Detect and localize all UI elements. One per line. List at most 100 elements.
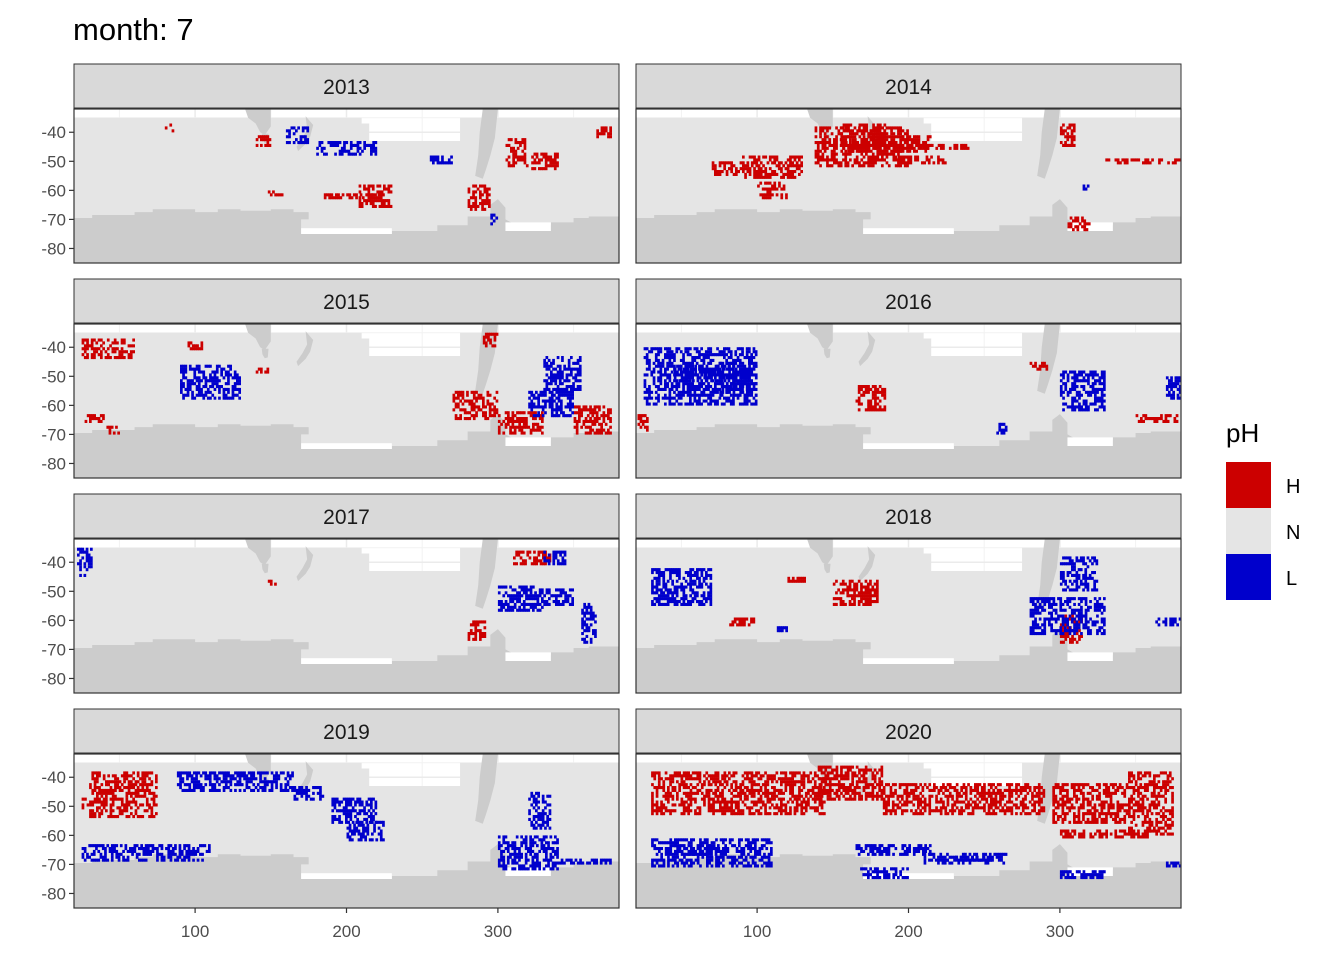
ph-cell (909, 161, 913, 165)
ph-cell (609, 419, 612, 423)
ph-cell (835, 138, 838, 142)
ph-cell (587, 611, 591, 615)
ph-cell (95, 350, 99, 354)
no-data-area (1067, 437, 1113, 447)
ph-cell (479, 190, 482, 194)
ph-cell (346, 193, 349, 197)
ph-cell (195, 771, 198, 775)
ph-cell (670, 382, 674, 386)
ph-cell (474, 202, 478, 206)
ph-cell (922, 143, 925, 147)
ph-cell (865, 143, 869, 147)
ph-cell (533, 152, 537, 156)
ph-cell (179, 777, 182, 781)
ph-cell (574, 361, 578, 365)
ph-cell (1064, 632, 1068, 636)
ph-cell (575, 425, 579, 429)
ph-cell (79, 562, 82, 566)
ph-cell (561, 358, 564, 362)
ph-cell (227, 379, 230, 383)
ph-cell (721, 170, 724, 174)
ph-cell (329, 143, 333, 147)
ph-cell (510, 164, 513, 168)
ph-cell (871, 164, 875, 168)
ph-cell (748, 364, 751, 368)
ph-cell (380, 190, 384, 194)
ph-cell (541, 393, 545, 397)
ph-cell (229, 367, 232, 371)
ph-cell (704, 385, 708, 389)
ph-cell (100, 788, 104, 792)
ph-cell (855, 155, 859, 159)
ph-cell (1171, 161, 1175, 165)
ph-cell (529, 594, 533, 598)
ph-cell (164, 126, 168, 130)
ph-cell (288, 129, 291, 133)
ph-cell (700, 402, 703, 406)
ph-cell (491, 344, 495, 348)
ph-cell (727, 379, 731, 383)
ph-cell (851, 135, 854, 139)
ph-cell (876, 123, 880, 127)
ph-cell (567, 385, 571, 389)
ph-cell (196, 347, 199, 351)
ph-cell (709, 585, 713, 589)
ph-cell (106, 356, 110, 360)
ph-cell (580, 411, 583, 415)
ph-cell (227, 382, 230, 386)
ph-cell (1034, 632, 1037, 636)
ph-cell (525, 588, 528, 592)
ph-cell (754, 373, 758, 377)
ph-cell (849, 158, 852, 162)
ph-cell (467, 204, 471, 208)
ph-cell (876, 579, 879, 583)
ph-cell (584, 419, 588, 423)
ph-cell (874, 161, 877, 165)
ph-cell (457, 396, 460, 400)
ph-cell (567, 379, 571, 383)
ph-cell (535, 405, 538, 409)
ph-cell (81, 550, 85, 554)
ph-cell (215, 780, 219, 784)
ph-cell (150, 806, 154, 810)
ph-cell (1119, 161, 1122, 165)
ph-cell (864, 385, 868, 389)
ph-cell (707, 387, 710, 391)
ph-cell (336, 143, 340, 147)
ph-cell (711, 399, 715, 403)
ph-cell (522, 600, 526, 604)
facet-panel: 2018 (635, 493, 1182, 694)
ph-cell (105, 809, 108, 813)
ph-cell (1089, 629, 1092, 633)
ph-cell (581, 611, 584, 615)
ph-cell (686, 379, 690, 383)
ph-cell (1080, 393, 1083, 397)
ph-cell (488, 405, 492, 409)
ph-cell (266, 143, 270, 147)
ph-cell (470, 414, 474, 418)
ph-cell (234, 777, 237, 781)
ph-cell (654, 390, 658, 394)
ph-cell (1100, 605, 1104, 609)
ph-cell (523, 155, 527, 159)
ph-cell (793, 155, 797, 159)
ph-cell (916, 158, 920, 162)
ph-cell (789, 158, 792, 162)
ph-cell (272, 190, 275, 194)
ph-cell (743, 370, 747, 374)
ph-cell (729, 385, 733, 389)
ph-cell (645, 390, 649, 394)
ph-cell (878, 390, 882, 394)
ph-cell (594, 632, 597, 636)
ph-cell (206, 387, 210, 391)
ph-cell (264, 135, 267, 139)
ph-cell (645, 373, 649, 377)
ph-cell (1096, 408, 1099, 412)
ph-cell (578, 408, 581, 412)
ph-cell (871, 161, 875, 165)
ph-cell (602, 126, 606, 130)
ph-cell (531, 167, 534, 171)
ph-cell (556, 152, 559, 156)
ph-cell (538, 588, 542, 592)
ph-cell (505, 158, 509, 162)
